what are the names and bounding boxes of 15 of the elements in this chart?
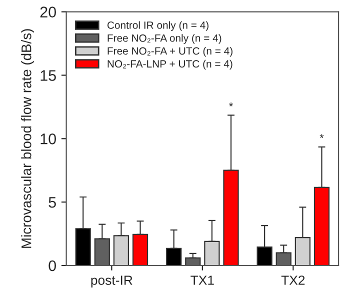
y-tick-label: 20 [40, 6, 56, 18]
y-tick-label: 15 [40, 70, 56, 81]
y-axis-title: Microvascular blood flow rate (dB/s) [21, 29, 34, 248]
y-tick-label: 0 [48, 260, 56, 272]
annotation: * [229, 102, 233, 106]
annotation: * [320, 134, 324, 138]
legend-label: NO₂-FA-LNP + UTC (n = 4) [108, 60, 232, 70]
legend-label: Free NO₂-FA + UTC (n = 4) [108, 47, 232, 57]
x-tick-label: post-IR [91, 276, 132, 288]
x-tick-label: TX2 [281, 276, 305, 285]
x-tick-label: TX1 [190, 276, 214, 285]
y-tick-label: 5 [48, 197, 56, 208]
legend-label: Free NO₂-FA only (n = 4) [108, 34, 222, 44]
y-tick-label: 10 [40, 134, 56, 144]
legend-label: Control IR only (n = 4) [107, 21, 208, 31]
